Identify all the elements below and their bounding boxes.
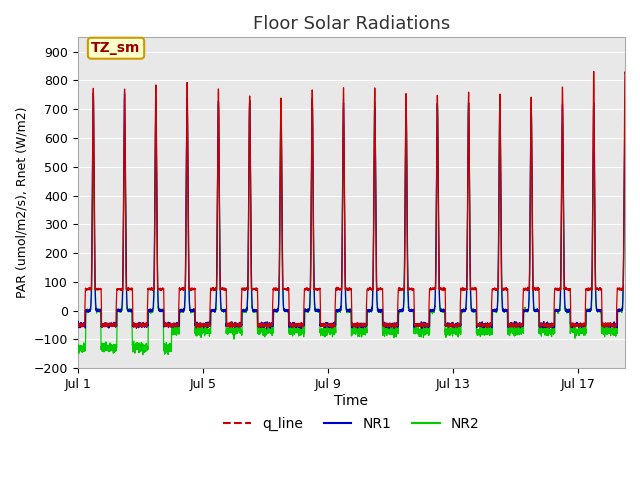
NR2 — [74, 347, 81, 352]
NR2 — [139, 352, 147, 358]
q_line — [637, 324, 640, 329]
X-axis label: Time: Time — [334, 394, 369, 408]
Line: NR1: NR1 — [77, 93, 640, 329]
q_line — [97, 286, 104, 292]
NR2 — [263, 330, 271, 336]
q_line — [590, 69, 598, 74]
NR1 — [175, 322, 182, 327]
NR2 — [178, 307, 186, 313]
q_line — [262, 322, 270, 327]
NR1 — [409, 308, 417, 313]
NR2 — [175, 330, 182, 336]
Legend: q_line, NR1, NR2: q_line, NR1, NR2 — [218, 411, 485, 437]
NR1 — [262, 326, 270, 332]
q_line — [132, 325, 140, 331]
NR2 — [630, 328, 638, 334]
NR2 — [246, 98, 253, 104]
NR1 — [637, 322, 640, 328]
NR2 — [97, 306, 104, 312]
NR1 — [74, 322, 81, 327]
Y-axis label: PAR (umol/m2/s), Rnet (W/m2): PAR (umol/m2/s), Rnet (W/m2) — [15, 107, 28, 299]
q_line — [630, 321, 638, 327]
Title: Floor Solar Radiations: Floor Solar Radiations — [253, 15, 450, 33]
q_line — [175, 321, 182, 327]
NR2 — [637, 328, 640, 334]
q_line — [409, 286, 417, 292]
NR1 — [90, 90, 97, 96]
NR1 — [263, 322, 271, 328]
Line: q_line: q_line — [77, 72, 640, 328]
q_line — [74, 322, 81, 328]
NR1 — [97, 309, 104, 314]
Text: TZ_sm: TZ_sm — [92, 41, 141, 55]
NR1 — [630, 323, 638, 329]
NR1 — [178, 307, 186, 313]
NR2 — [409, 307, 417, 313]
Line: NR2: NR2 — [77, 101, 640, 355]
q_line — [178, 286, 186, 291]
